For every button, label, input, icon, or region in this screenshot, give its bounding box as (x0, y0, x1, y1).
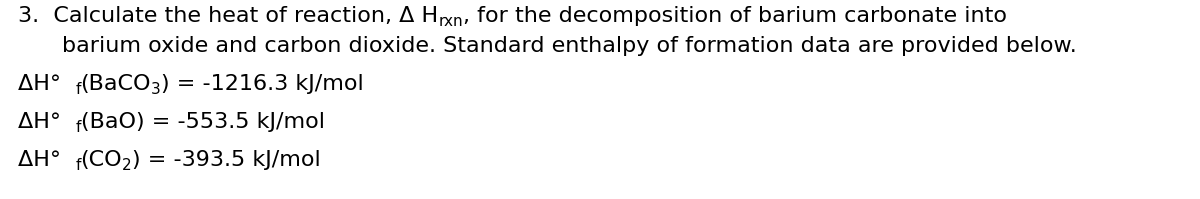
Text: ΔH°: ΔH° (18, 112, 76, 132)
Text: 3: 3 (151, 82, 161, 97)
Text: ) = -393.5 kJ/mol: ) = -393.5 kJ/mol (132, 150, 320, 170)
Text: , for the decomposition of barium carbonate into: , for the decomposition of barium carbon… (463, 6, 1007, 26)
Text: rxn: rxn (438, 14, 463, 29)
Text: (BaO) = -553.5 kJ/mol: (BaO) = -553.5 kJ/mol (80, 112, 325, 132)
Text: f: f (76, 82, 80, 97)
Text: (CO: (CO (80, 150, 122, 170)
Text: (BaCO: (BaCO (80, 74, 151, 94)
Text: ) = -1216.3 kJ/mol: ) = -1216.3 kJ/mol (161, 74, 364, 94)
Text: 3.  Calculate the heat of reaction, Δ H: 3. Calculate the heat of reaction, Δ H (18, 6, 438, 26)
Text: ΔH°: ΔH° (18, 150, 76, 170)
Text: 2: 2 (122, 158, 132, 173)
Text: barium oxide and carbon dioxide. Standard enthalpy of formation data are provide: barium oxide and carbon dioxide. Standar… (62, 36, 1076, 56)
Text: f: f (76, 158, 80, 173)
Text: f: f (76, 120, 80, 135)
Text: ΔH°: ΔH° (18, 74, 76, 94)
